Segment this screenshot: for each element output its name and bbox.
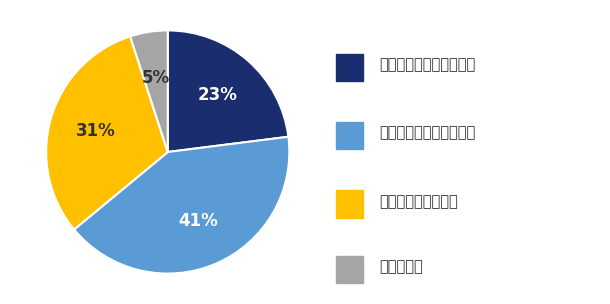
Text: 多少は負担になっている: 多少は負担になっている: [379, 125, 476, 140]
FancyBboxPatch shape: [336, 122, 363, 149]
Wedge shape: [130, 30, 168, 152]
Text: 負担になっていない: 負担になっていない: [379, 194, 458, 209]
Text: 41%: 41%: [178, 212, 218, 230]
FancyBboxPatch shape: [336, 190, 363, 218]
FancyBboxPatch shape: [336, 54, 363, 81]
Wedge shape: [74, 137, 289, 274]
Text: わからない: わからない: [379, 259, 423, 275]
Wedge shape: [46, 36, 168, 230]
FancyBboxPatch shape: [336, 256, 363, 283]
Wedge shape: [168, 30, 289, 152]
Text: 大いに負担になっている: 大いに負担になっている: [379, 57, 476, 72]
Text: 23%: 23%: [198, 86, 237, 105]
Text: 5%: 5%: [142, 68, 170, 87]
Text: 31%: 31%: [76, 122, 115, 140]
